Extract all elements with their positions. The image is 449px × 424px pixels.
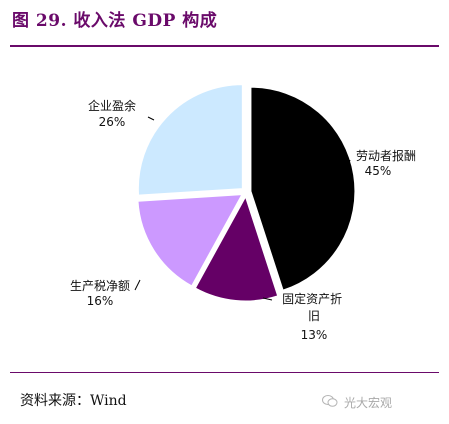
slice-surplus — [137, 84, 243, 196]
slice-value-surplus: 26% — [99, 115, 126, 129]
slice-label-labor: 劳动者报酬 — [356, 148, 416, 163]
slice-label-tax: 生产税净额 — [70, 279, 130, 293]
slice-label-surplus: 企业盈余 — [88, 98, 136, 113]
slice-label-depreciation-line2: 旧 — [308, 309, 320, 323]
slice-label-depreciation: 固定资产折 旧 — [282, 291, 346, 323]
source-note: 资料来源：Wind — [20, 393, 127, 409]
leader-line-surplus — [147, 116, 155, 121]
slice-value-depreciation: 13% — [301, 328, 328, 342]
leader-line-tax — [134, 279, 141, 291]
slice-depreciation — [194, 195, 279, 302]
wechat-icon — [322, 395, 338, 407]
title-divider — [10, 45, 439, 47]
leader-line-depreciation — [262, 297, 273, 301]
slice-value-tax: 16% — [87, 294, 114, 308]
slice-label-depreciation-line1: 固定资产折 — [282, 291, 342, 306]
slice-tax — [137, 194, 243, 287]
slice-value-labor: 45% — [365, 164, 392, 178]
slice-labor — [250, 86, 356, 291]
watermark-text: 光大宏观 — [344, 396, 393, 410]
chart-title: 图 29. 收入法 GDP 构成 — [12, 11, 218, 31]
footer-divider — [10, 372, 439, 373]
leader-line-labor — [344, 159, 351, 176]
